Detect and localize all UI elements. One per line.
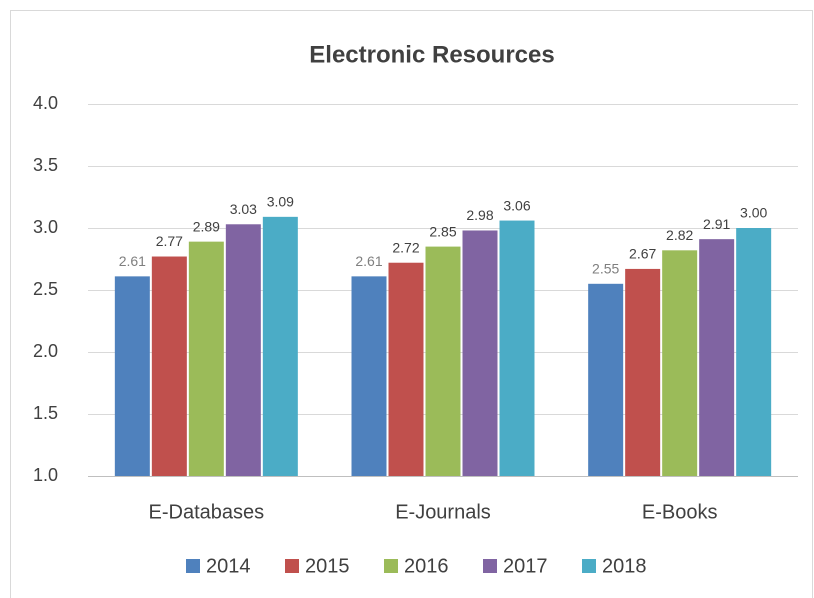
data-label: 3.09 bbox=[267, 194, 294, 210]
data-label: 2.85 bbox=[429, 223, 456, 239]
legend-label: 2017 bbox=[503, 555, 548, 577]
bar bbox=[699, 239, 735, 476]
legend-label: 2015 bbox=[305, 555, 350, 577]
bar bbox=[262, 216, 298, 476]
bar bbox=[114, 276, 150, 476]
legend-swatch bbox=[384, 559, 398, 573]
y-tick-label: 1.5 bbox=[33, 403, 58, 423]
y-tick-label: 4.0 bbox=[33, 93, 58, 113]
y-tick-label: 2.0 bbox=[33, 341, 58, 361]
y-tick-label: 3.5 bbox=[33, 155, 58, 175]
data-label: 2.82 bbox=[666, 227, 693, 243]
legend-swatch bbox=[186, 559, 200, 573]
legend-label: 2018 bbox=[602, 555, 647, 577]
data-label: 2.61 bbox=[119, 253, 146, 269]
data-label: 3.03 bbox=[230, 201, 257, 217]
bar bbox=[499, 220, 535, 476]
legend-label: 2016 bbox=[404, 555, 449, 577]
bar bbox=[736, 228, 772, 476]
data-label: 2.61 bbox=[355, 253, 382, 269]
y-tick-label: 3.0 bbox=[33, 217, 58, 237]
data-label: 2.98 bbox=[466, 207, 493, 223]
legend-swatch bbox=[285, 559, 299, 573]
data-label: 3.06 bbox=[503, 197, 530, 213]
bar bbox=[425, 246, 461, 476]
data-label: 2.55 bbox=[592, 261, 619, 277]
legend-swatch bbox=[582, 559, 596, 573]
y-tick-label: 1.0 bbox=[33, 465, 58, 485]
data-label: 2.89 bbox=[193, 218, 220, 234]
data-label: 2.67 bbox=[629, 246, 656, 262]
bar bbox=[388, 262, 424, 476]
x-tick-label: E-Books bbox=[642, 501, 718, 523]
legend-swatch bbox=[483, 559, 497, 573]
x-tick-label: E-Journals bbox=[395, 501, 491, 523]
bar bbox=[625, 268, 661, 476]
bar bbox=[462, 230, 498, 476]
bar bbox=[588, 283, 624, 476]
chart-title: Electronic Resources bbox=[309, 41, 554, 68]
data-label: 2.77 bbox=[156, 233, 183, 249]
data-label: 3.00 bbox=[740, 205, 767, 221]
bar bbox=[188, 241, 224, 476]
data-label: 2.91 bbox=[703, 216, 730, 232]
bar bbox=[662, 250, 698, 476]
bar bbox=[151, 256, 187, 476]
legend-label: 2014 bbox=[206, 555, 251, 577]
bar bbox=[351, 276, 387, 476]
y-tick-label: 2.5 bbox=[33, 279, 58, 299]
x-tick-label: E-Databases bbox=[149, 501, 265, 523]
data-label: 2.72 bbox=[392, 239, 419, 255]
bar bbox=[225, 224, 261, 476]
